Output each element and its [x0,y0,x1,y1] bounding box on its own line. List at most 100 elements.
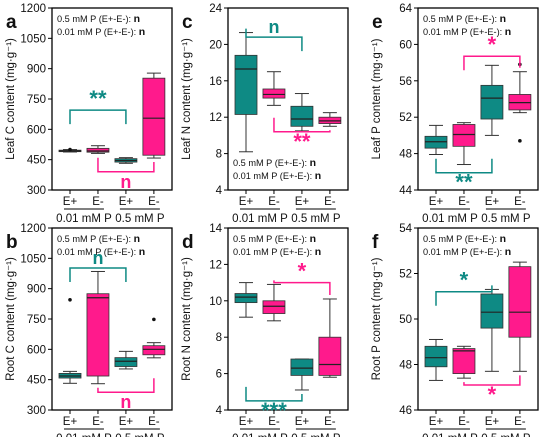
box-E- [452,122,476,166]
box-iqr [424,345,448,368]
legend-line: 0.01 mM P (E+-E-): n [423,26,511,38]
significance-label: ** [293,129,311,154]
x-tick-label: E- [458,416,470,428]
box-E+ [234,32,258,153]
significance-bracket [69,267,127,283]
legend-significance: n [505,246,511,258]
significance-label: * [460,268,469,293]
box-iqr [234,54,258,115]
panel-b: 300 450 600 750 900 1050 1200 Root C content (m… [5,223,173,437]
legend-line: 0.5 mM P (E+-E-): n [57,233,140,245]
legend-text: 0.01 mM P (E+-E-): [233,171,315,181]
significance-label: * [298,259,307,284]
legend-text: 0.01 mM P (E+-E-): [423,247,505,257]
y-tick-label: 20 [209,39,222,51]
group-label: 0.01 mM P [422,433,478,437]
box-E+ [114,157,138,164]
legend-significance: n [310,157,316,169]
panel-e: 44 48 52 56 60 64 Leaf P content (mg·g⁻¹) e E+ E-… [371,3,539,225]
y-tick-label: 52 [399,112,412,124]
y-tick-label: 60 [399,39,412,51]
box-E- [508,261,532,372]
significance-label: n [268,17,279,37]
significance-bracket [435,158,493,174]
significance-bracket [273,117,331,133]
y-tick-label: 24 [209,3,222,15]
significance-bracket [245,28,303,52]
y-tick-label: 52 [399,269,412,281]
x-tick-label: E+ [239,196,254,208]
x-tick-label: E+ [119,416,134,428]
box-iqr [142,345,166,356]
significance-label: n [120,392,131,412]
box-E+ [290,93,314,132]
box-E- [318,298,342,378]
legend-significance: n [500,13,506,25]
legend-text: 0.01 mM P (E+-E-): [57,247,139,257]
significance-bracket [245,386,303,402]
x-tick-label: E- [324,416,336,428]
box-E- [262,71,286,106]
legend-line: 0.01 mM P (E+-E-): n [57,246,145,258]
significance-bracket [463,55,521,71]
y-tick-label: 750 [27,94,46,106]
x-tick-label: E+ [119,196,134,208]
legend-line: 0.01 mM P (E+-E-): n [233,170,321,182]
x-tick-label: E- [92,416,104,428]
significance-label: ** [89,86,107,111]
y-tick-label: 300 [27,185,46,197]
x-tick-label: E- [458,196,470,208]
legend-text: 0.5 mM P (E+-E-): [57,14,134,24]
y-tick-label: 750 [27,314,46,326]
panel-a: 300 450 600 750 900 1050 1200 Leaf C content (m… [5,3,173,225]
plot-frame [227,7,349,191]
legend-significance: n [505,26,511,38]
x-tick-label: E- [324,196,336,208]
y-tick-label: 56 [399,76,412,88]
group-label: 0.5 mM P [115,213,165,225]
box-E- [262,283,286,322]
panel-letter: f [372,232,379,253]
x-tick-label: E- [268,416,280,428]
box-iqr [86,293,110,377]
box-iqr [290,358,314,376]
panel-letter: b [6,232,18,253]
box-iqr [262,300,286,314]
legend-text: 0.5 mM P (E+-E-): [57,234,134,244]
legend-line: 0.5 mM P (E+-E-): n [57,13,140,25]
box-iqr [452,348,476,375]
group-label: 0.01 mM P [232,213,288,225]
legend-text: 0.01 mM P (E+-E-): [423,27,505,37]
y-tick-label: 1050 [20,33,46,45]
legend-text: 0.01 mM P (E+-E-): [57,27,139,37]
x-tick-label: E+ [429,416,444,428]
significance-label: n [92,248,103,268]
group-label: 0.01 mM P [56,433,112,437]
plot-frame [417,7,539,191]
x-tick-label: E+ [295,416,310,428]
y-tick-label: 14 [209,223,222,235]
significance-label: n [120,172,131,192]
legend-significance: n [139,26,145,38]
box-E- [452,345,476,379]
box-iqr [142,77,166,156]
panel-letter: d [182,232,194,253]
box-iqr [452,124,476,147]
legend-significance: n [139,246,145,258]
box-E+ [58,147,82,153]
box-E- [318,112,342,127]
outlier-point [68,297,72,302]
legend-text: 0.5 mM P (E+-E-): [423,234,500,244]
y-tick-label: 6 [216,369,222,381]
y-axis-label: Root N content (mg·g⁻¹) [181,257,193,381]
x-tick-label: E- [268,196,280,208]
y-tick-label: 12 [209,259,222,271]
significance-label: ** [455,170,473,195]
y-axis-label: Leaf N content (mg·g⁻¹) [181,38,193,160]
legend-significance: n [134,13,140,25]
x-tick-label: E- [148,416,160,428]
y-tick-label: 900 [27,284,46,296]
x-tick-label: E- [148,196,160,208]
y-tick-label: 600 [27,344,46,356]
significance-bracket [69,109,127,125]
